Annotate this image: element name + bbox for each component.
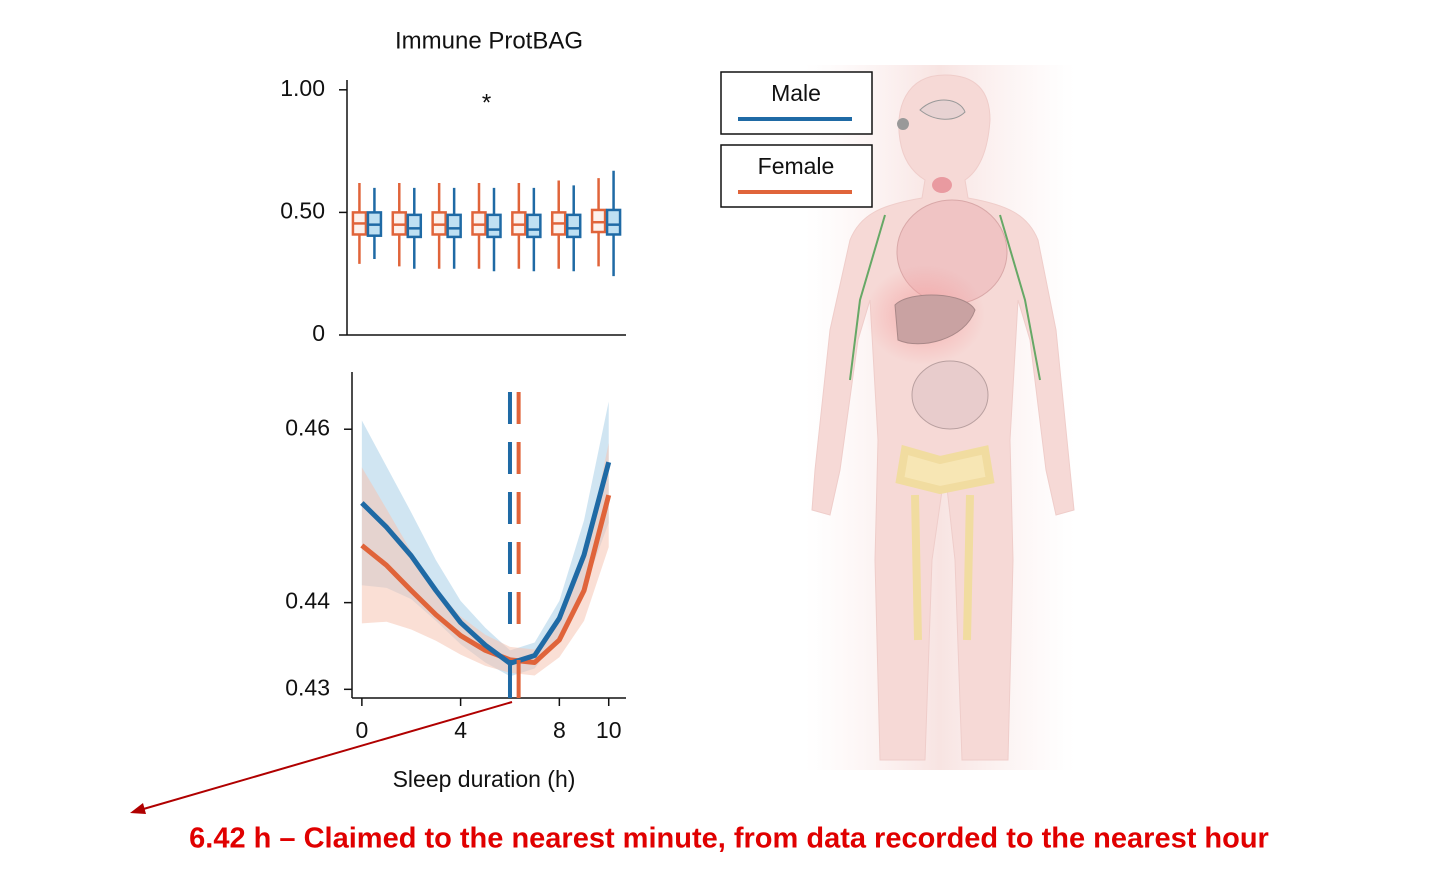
note: 6.42 h – Claimed to the nearest minute, …: [189, 823, 1269, 855]
x-tick-label: 10: [596, 717, 622, 743]
thyroid: [932, 177, 952, 193]
x-tick-label: 8: [553, 717, 566, 743]
box: [446, 213, 462, 239]
fit-line: [360, 494, 612, 665]
y-tick-label: 0.50: [280, 197, 325, 223]
y-tick-label: 1.00: [280, 75, 325, 101]
intestines: [911, 360, 989, 430]
y-tick-label: 0: [312, 320, 325, 346]
x-axis-label: Sleep duration (h): [393, 766, 576, 792]
confidence-band: [361, 443, 609, 676]
legend-label: Male: [771, 80, 821, 106]
legend-box: [720, 144, 873, 208]
x-tick-label: 4: [454, 717, 467, 743]
box: [605, 208, 622, 236]
legend-label: Female: [758, 153, 835, 179]
brain: [919, 99, 966, 120]
box: [486, 213, 502, 239]
note-arrow: [139, 701, 513, 811]
y-tick-label: 0.46: [285, 414, 330, 440]
lymph: [849, 214, 1041, 381]
legend-box: [720, 71, 873, 135]
fit-line: [360, 461, 612, 666]
liver: [894, 294, 976, 345]
body-illustration: [805, 65, 1075, 770]
eye: [897, 118, 909, 130]
box: [406, 213, 423, 239]
note-arrowhead: [130, 803, 146, 814]
y-tick-label: 0.43: [285, 674, 330, 700]
significance-mark: *: [482, 89, 491, 116]
x-tick-label: 0: [355, 717, 368, 743]
skeleton: [895, 444, 995, 641]
legend: [720, 71, 873, 208]
y-tick-label: 0.44: [285, 588, 330, 614]
chart-title: Immune ProtBAG: [395, 27, 583, 54]
box: [526, 213, 542, 239]
box: [565, 213, 582, 239]
